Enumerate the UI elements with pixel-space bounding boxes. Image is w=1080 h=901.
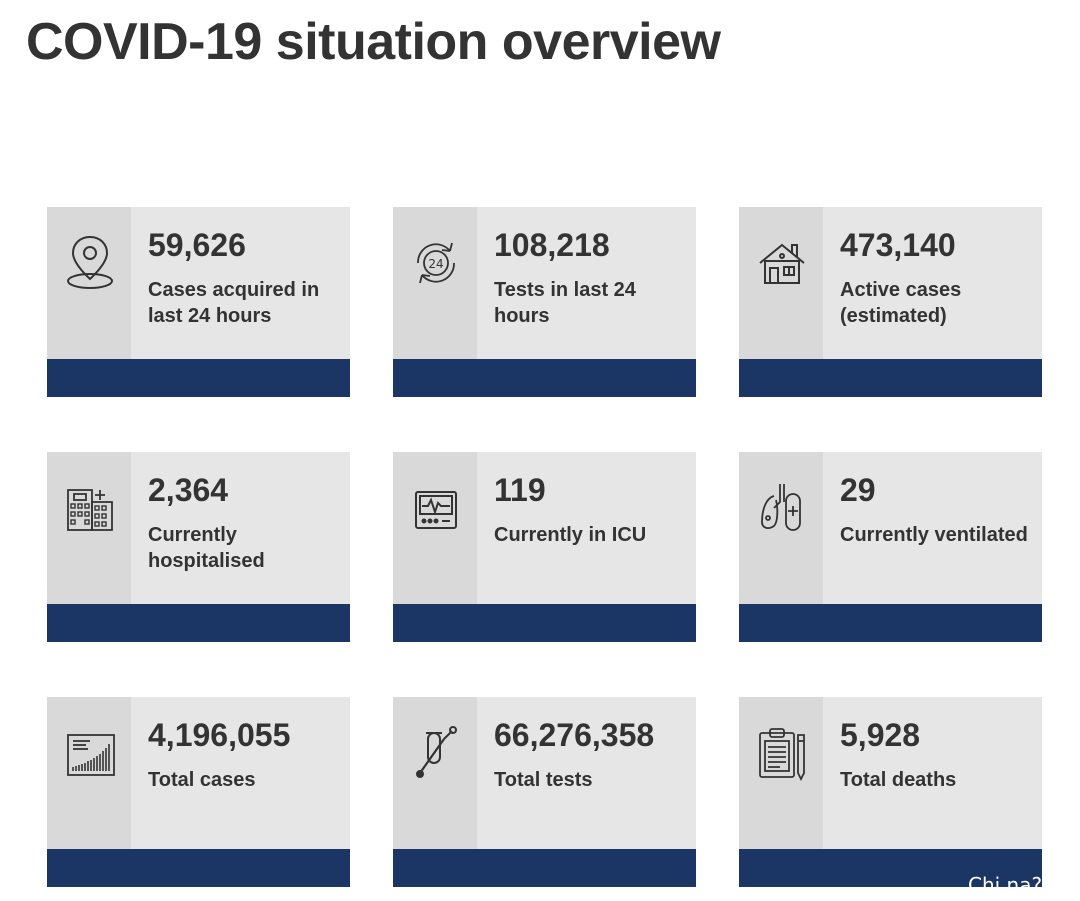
- stat-card-tests-24h: 24 108,218 Tests in last 24 hours: [393, 207, 696, 397]
- hospital-building-icon: [64, 478, 116, 536]
- stat-card-ventilated: 29 Currently ventilated: [739, 452, 1042, 642]
- stat-value: 473,140: [840, 227, 956, 263]
- location-pin-icon: [64, 233, 116, 291]
- card-icon-column: [739, 697, 823, 849]
- svg-text:24: 24: [428, 257, 443, 271]
- house-icon: [756, 233, 808, 291]
- card-icon-column: [393, 452, 477, 604]
- stat-card-total-tests: 66,276,358 Total tests: [393, 697, 696, 887]
- stat-card-cases-24h: 59,626 Cases acquired in last 24 hours: [47, 207, 350, 397]
- stat-label: Currently ventilated: [840, 524, 1028, 546]
- card-accent-bar: [739, 359, 1042, 397]
- stat-label: Total cases: [148, 769, 256, 791]
- stat-card-total-cases: 4,196,055 Total cases: [47, 697, 350, 887]
- stat-label: Tests in last 24 hours: [494, 279, 636, 327]
- card-accent-bar: [739, 849, 1042, 887]
- card-icon-column: [739, 207, 823, 359]
- stat-card-hospitalised: 2,364 Currently hospitalised: [47, 452, 350, 642]
- stat-card-icu: 119 Currently in ICU: [393, 452, 696, 642]
- card-icon-column: [739, 452, 823, 604]
- stat-label: Currently in ICU: [494, 524, 647, 546]
- card-icon-column: 24: [393, 207, 477, 359]
- card-accent-bar: [393, 849, 696, 887]
- lungs-icon: [756, 478, 808, 536]
- card-accent-bar: [47, 849, 350, 887]
- stat-value: 2,364: [148, 472, 229, 508]
- watermark-text: Chi na?: [968, 873, 1043, 897]
- stat-value: 29: [840, 472, 876, 508]
- stat-value: 5,928: [840, 717, 921, 753]
- stat-card-total-deaths: 5,928 Total deaths: [739, 697, 1042, 887]
- stat-value: 4,196,055: [148, 717, 291, 753]
- stat-label: Currently hospitalised: [148, 524, 265, 572]
- card-accent-bar: [393, 359, 696, 397]
- stat-value: 108,218: [494, 227, 610, 263]
- stat-label: Total tests: [494, 769, 593, 791]
- stat-label: Active cases (estimated): [840, 279, 962, 327]
- page-title: COVID-19 situation overview: [26, 13, 721, 71]
- card-accent-bar: [47, 604, 350, 642]
- card-icon-column: [47, 452, 131, 604]
- card-accent-bar: [393, 604, 696, 642]
- rising-chart-icon: [64, 723, 116, 781]
- card-icon-column: [393, 697, 477, 849]
- 24-hour-cycle-icon: 24: [410, 233, 462, 291]
- heart-monitor-icon: [410, 478, 462, 536]
- stat-label: Cases acquired in last 24 hours: [148, 279, 320, 327]
- card-icon-column: [47, 207, 131, 359]
- stat-value: 59,626: [148, 227, 246, 263]
- stat-value: 119: [494, 472, 546, 508]
- test-tube-swab-icon: [410, 723, 462, 781]
- card-icon-column: [47, 697, 131, 849]
- stat-label: Total deaths: [840, 769, 957, 791]
- card-accent-bar: [739, 604, 1042, 642]
- card-accent-bar: [47, 359, 350, 397]
- clipboard-report-icon: [756, 723, 808, 781]
- stat-value: 66,276,358: [494, 717, 655, 753]
- stat-card-active-cases: 473,140 Active cases (estimated): [739, 207, 1042, 397]
- stats-grid: 59,626 Cases acquired in last 24 hours 2…: [47, 207, 1042, 887]
